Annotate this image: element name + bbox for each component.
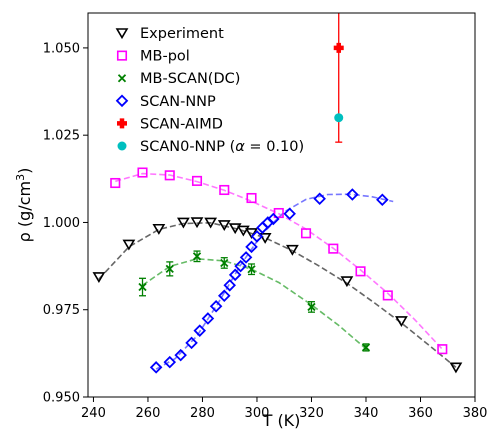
scan-nnp-point <box>245 240 258 254</box>
scan-nnp-point <box>217 289 231 303</box>
scan-nnp-point <box>256 221 269 234</box>
experiment-point <box>228 223 242 235</box>
mb-pol-fit-line <box>115 172 443 350</box>
x-tick-label: 340 <box>354 406 379 421</box>
scan-nnp-point <box>283 207 296 221</box>
legend-label-mb-pol: MB-pol <box>140 49 190 65</box>
experiment-point <box>395 316 408 327</box>
mb-pol-point <box>110 177 121 189</box>
mb-pol-point <box>437 344 448 355</box>
mb-pol-point <box>300 228 312 239</box>
mb-scan-dc-point <box>192 252 202 261</box>
y-tick-label: 0.950 <box>43 391 80 406</box>
experiment-point <box>217 220 231 231</box>
mb-pol-point <box>137 167 148 178</box>
scan0-nnp-0-10-point <box>334 113 344 123</box>
mb-pol-point <box>355 266 366 277</box>
legend-label-scan-aimd: SCAN-AIMD <box>140 116 223 132</box>
x-axis-label: T (K) <box>262 411 301 430</box>
y-tick-label: 1.000 <box>43 216 80 231</box>
legend-marker-experiment <box>115 28 129 40</box>
legend-marker-scan-nnp <box>115 94 129 108</box>
scan-nnp-point <box>209 299 223 313</box>
scan-nnp-point <box>376 193 389 207</box>
mb-pol-point <box>246 192 257 204</box>
x-tick-label: 380 <box>463 406 488 421</box>
legend-marker-mb-scan-dc <box>117 74 127 83</box>
legend-label-experiment: Experiment <box>140 26 224 42</box>
experiment-point <box>449 362 463 374</box>
experiment-point <box>122 239 136 251</box>
scan-nnp-fit-line <box>155 193 394 370</box>
scan-nnp-point <box>239 251 253 264</box>
legend-marker-scan0-nnp-0-10 <box>117 141 127 151</box>
x-tick-label: 280 <box>190 406 215 421</box>
mb-pol-point <box>219 184 230 196</box>
experiment-point <box>176 217 190 229</box>
scan-aimd-point <box>333 42 344 53</box>
scan-nnp-point <box>267 212 280 226</box>
y-axis-ticks: 0.950 0.975 1.000 1.025 1.050 <box>43 41 88 406</box>
experiment-point <box>152 223 166 235</box>
x-tick-label: 300 <box>245 406 270 421</box>
mb-pol-point <box>328 243 339 254</box>
scan-nnp-point <box>201 312 215 325</box>
y-tick-label: 1.050 <box>43 41 80 56</box>
mb-scan-dc-point <box>247 265 256 274</box>
scan-nnp-point <box>313 192 326 205</box>
scan-nnp-point <box>163 355 177 369</box>
mb-scan-dc-point <box>307 302 316 312</box>
legend-marker-scan-aimd <box>117 118 127 129</box>
scan-nnp-point <box>223 279 236 292</box>
scan-nnp-point <box>228 268 242 282</box>
x-tick-label: 320 <box>299 406 324 421</box>
legend-marker-mb-pol <box>116 50 128 61</box>
scan-nnp-point <box>174 348 187 362</box>
experiment-point <box>340 276 354 288</box>
experiment-point <box>286 244 299 256</box>
legend-label-scan0-nnp-0-10: SCAN0-NNP (α = 0.10) <box>140 139 304 155</box>
mb-scan-dc-point <box>220 258 229 268</box>
x-tick-label: 360 <box>408 406 433 421</box>
fit-curves <box>98 172 457 370</box>
experiment-fit-line <box>98 221 457 368</box>
legend-label-mb-scan-dc: MB-SCAN(DC) <box>140 71 240 87</box>
experiment-point <box>236 225 250 237</box>
mb-scan-dc-point <box>361 343 371 352</box>
mb-pol-point <box>164 170 175 181</box>
legend-label-scan-nnp: SCAN-NNP <box>140 94 216 110</box>
experiment-point <box>190 217 204 229</box>
x-tick-label: 260 <box>136 406 161 421</box>
scan-nnp-point <box>234 259 247 273</box>
plot-frame <box>87 12 476 398</box>
scan-nnp-point <box>149 361 163 374</box>
experiment-point <box>258 233 272 244</box>
scan-nnp-point <box>250 230 264 243</box>
x-axis-ticks: 240 260 280 300 320 340 360 380 <box>81 397 487 421</box>
mb-scan-dc-point <box>138 282 147 292</box>
scan-nnp-point <box>193 324 207 337</box>
y-axis-label: ρ (g/cm3) <box>14 168 34 243</box>
scan-nnp-point <box>185 336 198 350</box>
y-tick-label: 1.025 <box>43 129 80 144</box>
x-tick-label: 240 <box>81 406 106 421</box>
mb-pol-point <box>382 290 393 301</box>
data-marks <box>92 13 463 374</box>
experiment-point <box>204 217 218 229</box>
legend: Experiment MB-pol MB-SCAN(DC) SCAN-NNP SCAN-… <box>115 26 304 155</box>
mb-pol-point <box>191 175 203 186</box>
mb-scan-dc-point <box>165 264 174 274</box>
y-tick-label: 0.975 <box>43 303 80 318</box>
scan-nnp-point <box>346 188 359 201</box>
mb-pol-point <box>273 207 284 219</box>
experiment-point <box>92 272 106 283</box>
